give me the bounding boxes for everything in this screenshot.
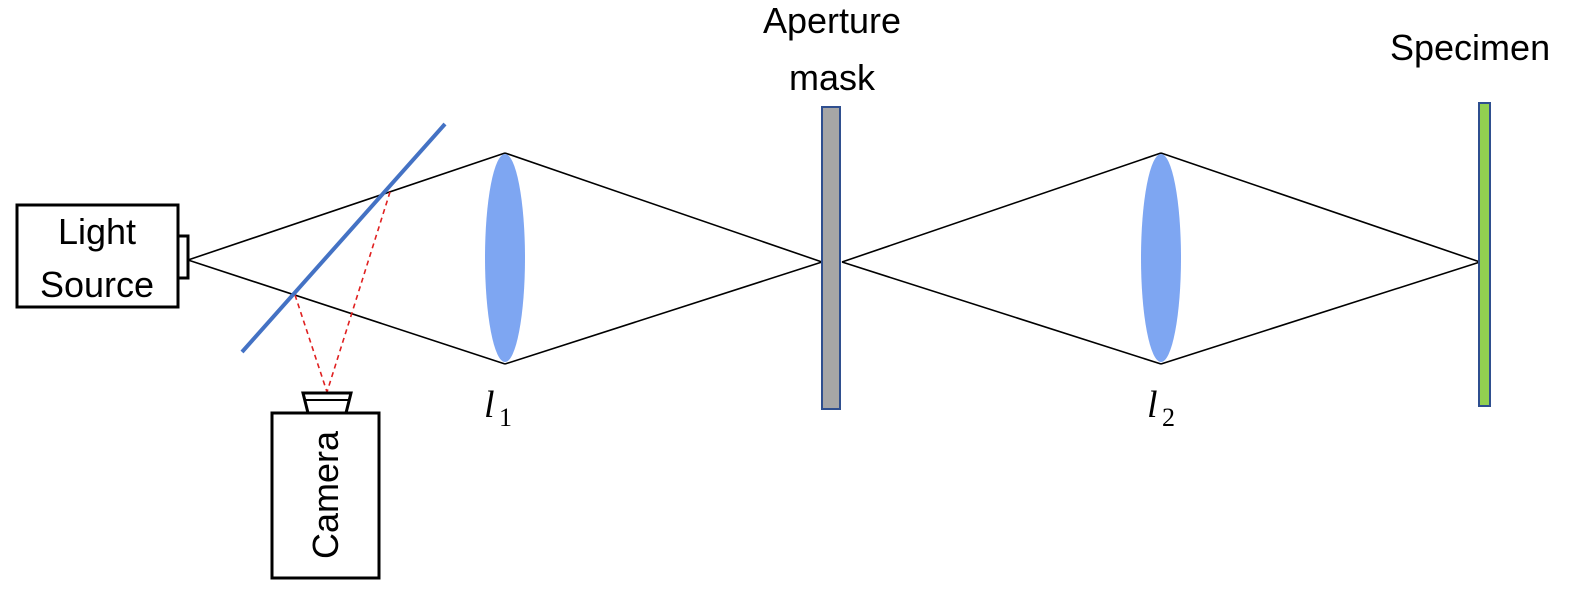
ray-l1-top-to-aperture	[504, 152, 823, 263]
ray-source-to-l1-bottom	[187, 259, 506, 365]
light-source-label-line2: Source	[40, 264, 154, 305]
ray-aperture-to-l2-bottom	[841, 261, 1162, 365]
specimen	[1478, 102, 1491, 407]
light-source-label-line1: Light	[58, 211, 136, 252]
aperture-label-line2: mask	[789, 57, 876, 98]
lens-l1	[485, 154, 525, 362]
light-rays	[187, 152, 1481, 365]
lens-l2-subscript: 2	[1162, 403, 1175, 432]
camera-lens-mount	[301, 391, 353, 415]
lens-l2	[1141, 154, 1181, 362]
camera-label: Camera	[305, 430, 346, 559]
ray-source-to-l1-top	[187, 152, 506, 261]
light-source-nozzle	[176, 234, 190, 280]
ray-l2-bottom-to-specimen	[1160, 261, 1481, 365]
specimen-label: Specimen	[1390, 27, 1550, 68]
aperture-mask	[821, 106, 841, 410]
beam-splitter	[240, 122, 447, 354]
ray-l2-top-to-specimen	[1160, 152, 1481, 263]
lens-l1-symbol: l	[484, 384, 495, 426]
light-source-box	[15, 203, 180, 309]
reflected-ray-lower	[294, 294, 328, 393]
ray-l1-bottom-to-aperture	[504, 261, 823, 365]
ray-aperture-to-l2-top	[841, 152, 1162, 263]
aperture-label-line1: Aperture	[763, 0, 901, 41]
light-source: Light Source	[15, 203, 190, 309]
lens-l2-symbol: l	[1147, 384, 1158, 426]
lens-l1-subscript: 1	[499, 403, 512, 432]
camera: Camera	[270, 391, 381, 580]
reflected-ray-upper	[326, 191, 391, 393]
camera-reflection-rays	[294, 191, 391, 393]
